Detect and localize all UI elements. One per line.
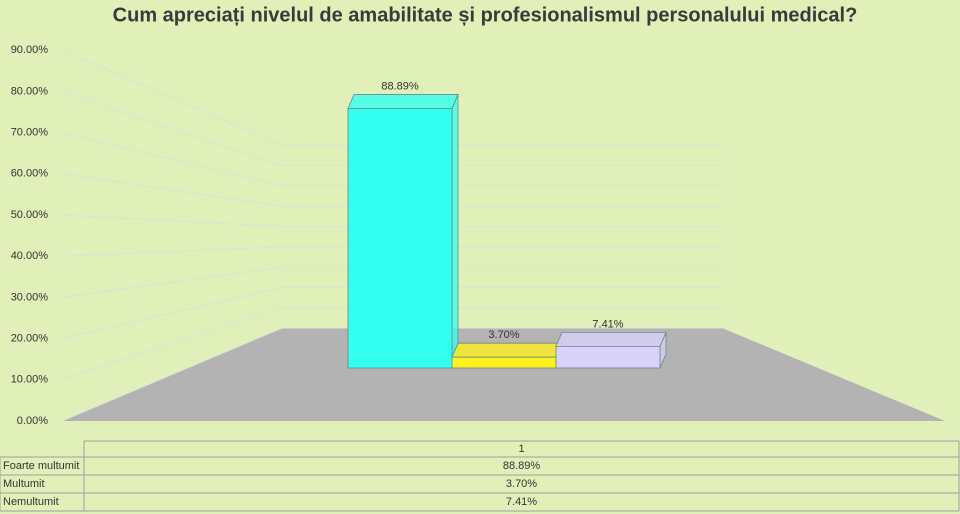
grid-line: [61, 246, 283, 257]
table-cell: 7.41%: [506, 496, 537, 508]
table-row-label: Foarte multumit: [3, 460, 79, 472]
y-tick-label: 80.00%: [11, 85, 49, 97]
table-header: 1: [518, 443, 524, 455]
y-tick-label: 90.00%: [11, 44, 49, 56]
grid-line: [61, 90, 283, 167]
table-row-label: Multumit: [3, 478, 45, 490]
y-tick-label: 60.00%: [11, 168, 49, 180]
y-tick-label: 20.00%: [11, 333, 49, 345]
bar-top: [347, 94, 459, 109]
grid-line: [61, 214, 283, 227]
y-tick-label: 70.00%: [11, 127, 49, 139]
chart-title: Cum apreciați nivelul de amabilitate și …: [113, 4, 858, 26]
grid-line: [61, 173, 283, 207]
y-tick-label: 40.00%: [11, 250, 49, 262]
bar: [451, 356, 557, 369]
y-tick-label: 30.00%: [11, 291, 49, 303]
bar-top: [555, 331, 667, 347]
y-tick-label: 0.00%: [17, 415, 48, 427]
y-tick-label: 10.00%: [11, 374, 49, 386]
grid-line: [61, 286, 283, 340]
grid-line: [61, 49, 283, 146]
grid-line: [61, 327, 283, 422]
bar-side: [451, 94, 459, 369]
bar-top: [451, 342, 563, 358]
data-label: 88.89%: [381, 80, 419, 92]
data-label: 7.41%: [592, 318, 623, 330]
table-row-label: Nemultumit: [3, 496, 59, 508]
y-tick-label: 50.00%: [11, 209, 49, 221]
data-label: 3.70%: [488, 329, 519, 341]
table-cell: 88.89%: [503, 460, 541, 472]
grid-line: [61, 266, 283, 298]
table-cell: 3.70%: [506, 478, 537, 490]
bar: [555, 345, 661, 369]
grid-line: [61, 307, 283, 381]
bar: [347, 108, 453, 369]
grid-line: [61, 132, 283, 187]
floor: [62, 328, 945, 421]
